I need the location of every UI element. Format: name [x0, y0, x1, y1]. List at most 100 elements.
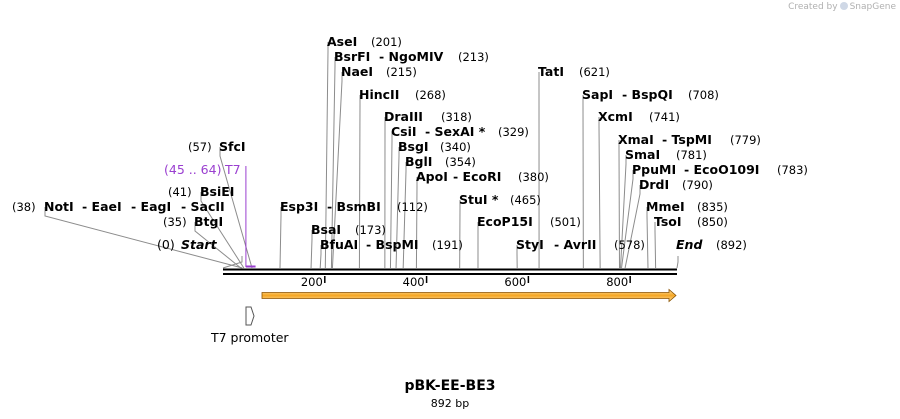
tatI-pos: (621)	[579, 65, 610, 79]
bspQI-name[interactable]: - BspQI	[622, 87, 673, 102]
naeI-pos: (215)	[386, 65, 417, 79]
leader-lines	[44, 42, 679, 269]
enzyme-labels: (0) Start End (892) (45 .. 64) T7 (57) S…	[12, 34, 808, 252]
eagI-name[interactable]: - EagI	[131, 199, 171, 214]
bsaI-pos: (173)	[355, 223, 386, 237]
esp3I-pos: (112)	[397, 200, 428, 214]
backbone	[223, 268, 677, 275]
leader-mmeI	[646, 207, 649, 269]
leader-bsiEI	[200, 192, 245, 269]
leader-xcmI	[598, 117, 601, 269]
t7-range: (45 .. 64)	[164, 162, 221, 177]
bsrFI-pos: (213)	[458, 50, 489, 64]
aseI-pos: (201)	[371, 35, 402, 49]
bsgI-name[interactable]: BsgI	[398, 139, 429, 154]
sfcI-name[interactable]: SfcI	[219, 139, 246, 154]
csiI-name[interactable]: CsiI	[391, 124, 417, 139]
mmeI-name[interactable]: MmeI	[646, 199, 685, 214]
ecoP15I-name[interactable]: EcoP15I	[477, 214, 533, 229]
styI-pos: (578)	[614, 238, 645, 252]
ppuMI-name[interactable]: PpuMI	[632, 162, 676, 177]
btgI-name[interactable]: BtgI	[194, 214, 223, 229]
leader-end	[676, 256, 679, 269]
bglI-name[interactable]: BglI	[405, 154, 432, 169]
orf-arrow[interactable]	[261, 288, 677, 303]
apoI-name[interactable]: ApoI	[416, 169, 448, 184]
credit-prefix: Created by	[788, 2, 838, 12]
notI-pos: (38)	[12, 200, 36, 214]
esp3I-name[interactable]: Esp3I	[280, 199, 318, 214]
drdI-pos: (790)	[682, 178, 713, 192]
leader-ppuMI	[621, 170, 634, 269]
bsrFI-name[interactable]: BsrFI	[334, 49, 370, 64]
leader-csiI	[389, 132, 393, 269]
styI-name[interactable]: StyI	[516, 237, 544, 252]
sacII-name[interactable]: - SacII	[181, 199, 225, 214]
bglI-pos: (354)	[445, 155, 476, 169]
notI-name[interactable]: NotI	[44, 199, 74, 214]
t7-name: T7	[224, 162, 241, 177]
ruler-label-800: 800	[606, 275, 628, 289]
aseI-name[interactable]: AseI	[327, 34, 357, 49]
sfcI-pos: (57)	[188, 140, 212, 154]
bsaI-name[interactable]: BsaI	[311, 222, 341, 237]
leader-hincII	[358, 95, 361, 269]
leader-bsrFI	[330, 57, 336, 269]
plasmid-name: pBK-EE-BE3	[404, 378, 496, 394]
xmaI-name[interactable]: XmaI	[618, 132, 654, 147]
ecoO109I-name[interactable]: - EcoO109I	[684, 162, 759, 177]
ecoRI-name[interactable]: - EcoRI	[453, 169, 501, 184]
ppuMI-pos: (783)	[777, 163, 808, 177]
bfuAI-name[interactable]: BfuAI	[320, 237, 358, 252]
sapI-pos: (708)	[688, 88, 719, 102]
smaI-name[interactable]: SmaI	[625, 147, 660, 162]
eaeI-name[interactable]: - EaeI	[82, 199, 122, 214]
t7-promoter-feature[interactable]	[245, 306, 255, 326]
tatI-name[interactable]: TatI	[538, 64, 564, 79]
btgI-pos: (35)	[163, 215, 187, 229]
start-pos: (0)	[157, 237, 175, 252]
smaI-pos: (781)	[676, 148, 707, 162]
hincII-name[interactable]: HincII	[359, 87, 399, 102]
leader-bsaI	[310, 230, 313, 269]
xmaI-pos: (779)	[730, 133, 761, 147]
tsoI-pos: (850)	[697, 215, 728, 229]
plasmid-size: 892 bp	[430, 397, 470, 410]
tsoI-name[interactable]: TsoI	[654, 214, 682, 229]
t7-bracket	[245, 166, 256, 268]
bsmBI-name[interactable]: - BsmBI	[327, 199, 381, 214]
leader-tsoI	[654, 222, 657, 269]
ecoP15I-pos: (501)	[550, 215, 581, 229]
snapgene-logo-icon	[839, 2, 848, 10]
leader-notI	[44, 207, 243, 269]
leader-aseI	[324, 42, 329, 269]
bfuAI-pos: (191)	[432, 238, 463, 252]
mmeI-pos: (835)	[697, 200, 728, 214]
sexAI-name[interactable]: - SexAI *	[425, 124, 486, 139]
hincII-pos: (268)	[415, 88, 446, 102]
leader-btgI	[194, 222, 242, 269]
sapI-name[interactable]: SapI	[582, 87, 613, 102]
leader-apoI	[415, 177, 418, 269]
avrII-name[interactable]: - AvrII	[554, 237, 596, 252]
draIII-name[interactable]: DraIII	[384, 109, 423, 124]
xcmI-name[interactable]: XcmI	[598, 109, 633, 124]
ngoMIV-name[interactable]: - NgoMIV	[379, 49, 444, 64]
leader-bglI	[402, 162, 407, 269]
leader-start	[222, 256, 243, 269]
apoI-pos: (380)	[518, 170, 549, 184]
stuI-pos: (465)	[510, 193, 541, 207]
snapgene-credit: Created by SnapGene	[788, 2, 896, 12]
bspMI-name[interactable]: - BspMI	[366, 237, 419, 252]
naeI-name[interactable]: NaeI	[341, 64, 373, 79]
leader-smaI	[620, 155, 627, 269]
tspMI-name[interactable]: - TspMI	[662, 132, 712, 147]
t7-promoter-label: T7 promoter	[210, 330, 289, 345]
bsiEI-name[interactable]: BsiEI	[200, 184, 234, 199]
start-label: Start	[181, 237, 218, 252]
bsiEI-pos: (41)	[168, 185, 192, 199]
stuI-name[interactable]: StuI *	[459, 192, 499, 207]
leader-sfcI	[219, 147, 253, 269]
drdI-name[interactable]: DrdI	[639, 177, 669, 192]
